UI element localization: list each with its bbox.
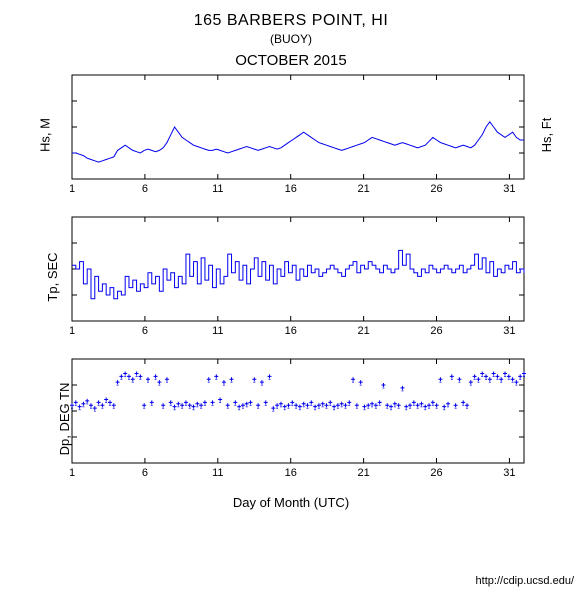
- source-url: http://cdip.ucsd.edu/: [476, 575, 574, 587]
- svg-text:11: 11: [212, 183, 223, 195]
- svg-text:6: 6: [142, 325, 148, 337]
- svg-text:11: 11: [212, 467, 223, 479]
- plot-stack: Hs, M Hs, Ft 012343.36.69.81316111621263…: [0, 73, 582, 510]
- svg-text:31: 31: [503, 183, 515, 195]
- svg-text:16: 16: [285, 325, 297, 337]
- svg-text:21: 21: [357, 183, 369, 195]
- svg-text:1: 1: [70, 467, 75, 479]
- svg-text:6: 6: [142, 467, 148, 479]
- dp-chart: 090180270360161116212631: [70, 357, 526, 481]
- buoy-monthly-chart: { "header": { "station": "165 BARBERS PO…: [0, 12, 582, 593]
- tp-panel: Tp, SEC 07142128161116212631: [70, 215, 526, 339]
- svg-text:16: 16: [285, 183, 297, 195]
- svg-text:26: 26: [430, 467, 442, 479]
- svg-text:16: 16: [285, 467, 297, 479]
- svg-text:31: 31: [503, 467, 515, 479]
- svg-text:31: 31: [503, 325, 515, 337]
- period-title: OCTOBER 2015: [0, 52, 582, 69]
- x-axis-label: Day of Month (UTC): [0, 495, 582, 510]
- hs-ylabel: Hs, M: [37, 118, 52, 152]
- tp-ylabel: Tp, SEC: [45, 252, 60, 301]
- svg-text:11: 11: [212, 325, 223, 337]
- dp-ylabel: Dp, DEG TN: [57, 383, 72, 456]
- svg-text:26: 26: [430, 183, 442, 195]
- hs-panel: Hs, M Hs, Ft 012343.36.69.81316111621263…: [70, 73, 526, 197]
- hs-y2label: Hs, Ft: [539, 118, 554, 153]
- svg-text:21: 21: [357, 467, 369, 479]
- tp-chart: 07142128161116212631: [70, 215, 526, 339]
- svg-text:21: 21: [357, 325, 369, 337]
- station-type: (BUOY): [0, 32, 582, 46]
- svg-text:1: 1: [70, 325, 75, 337]
- station-title: 165 BARBERS POINT, HI: [0, 12, 582, 30]
- svg-text:26: 26: [430, 325, 442, 337]
- dp-panel: Dp, DEG TN 090180270360161116212631: [70, 357, 526, 481]
- svg-text:1: 1: [70, 183, 75, 195]
- hs-chart: 012343.36.69.813161116212631: [70, 73, 526, 197]
- svg-text:6: 6: [142, 183, 148, 195]
